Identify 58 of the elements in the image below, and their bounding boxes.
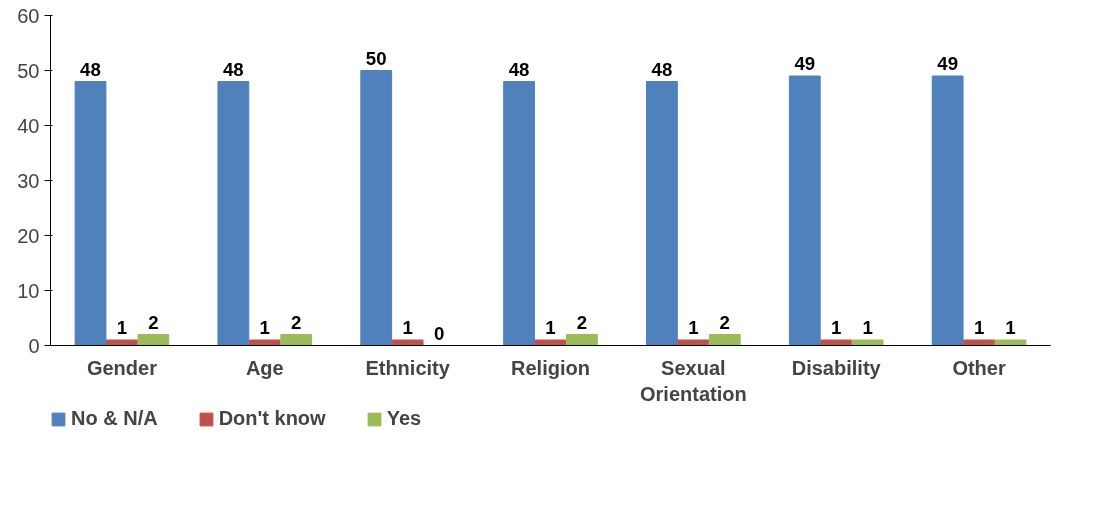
legend-label: Don't know [218, 407, 326, 430]
data-label: 1 [862, 317, 873, 338]
bar [360, 70, 393, 346]
bar [248, 339, 281, 346]
data-label: 1 [545, 317, 556, 338]
bar [963, 339, 995, 346]
bar [820, 339, 853, 346]
data-label: 1 [116, 317, 128, 338]
x-tick-label: Ethnicity [365, 356, 451, 379]
legend-label: Yes [386, 407, 422, 430]
x-tick-label: Sexual Orientation [640, 356, 747, 405]
data-label: 1 [973, 317, 985, 338]
y-tick-label: 20 [17, 224, 40, 247]
bar [106, 339, 138, 346]
data-label: 48 [222, 58, 244, 80]
x-tick-label: Religion [511, 356, 590, 379]
data-label: 48 [651, 58, 673, 80]
bar [677, 339, 710, 346]
bar [391, 339, 424, 346]
y-tick-label: 60 [17, 4, 40, 27]
y-tick-label: 30 [17, 169, 40, 192]
bar [137, 334, 170, 346]
bar [566, 334, 598, 346]
data-label: 2 [148, 311, 159, 333]
data-label: 0 [433, 322, 445, 344]
data-label: 1 [831, 317, 842, 338]
data-label: 2 [291, 311, 302, 333]
data-label: 50 [365, 47, 387, 69]
bar [994, 339, 1027, 346]
data-label: 2 [576, 311, 588, 333]
data-label: 1 [688, 317, 699, 338]
x-tick-label: Other [952, 356, 1006, 379]
data-label: 1 [1005, 317, 1016, 338]
bar [280, 334, 313, 346]
bar [931, 75, 964, 346]
data-label: 1 [402, 317, 413, 338]
bar [851, 339, 884, 346]
bar [503, 81, 535, 346]
y-tick-label: 0 [28, 334, 40, 357]
data-label: 48 [508, 58, 530, 80]
y-tick-label: 50 [17, 59, 40, 82]
bar [74, 81, 107, 346]
bar [788, 75, 821, 346]
y-tick-label: 10 [17, 279, 40, 302]
data-label: 49 [794, 53, 816, 74]
y-tick-label: 40 [17, 114, 40, 137]
x-tick-label: Gender [86, 356, 158, 379]
bar [217, 81, 250, 346]
data-label: 2 [719, 311, 730, 333]
x-tick-label: Disability [791, 356, 882, 379]
data-label: 1 [259, 317, 270, 338]
data-label: 48 [80, 58, 101, 80]
x-tick-label: Age [245, 356, 284, 379]
bar [646, 81, 678, 346]
legend-label: No & N/A [71, 407, 158, 430]
bar [708, 334, 741, 346]
bar [534, 339, 567, 346]
data-label: 49 [937, 53, 959, 74]
